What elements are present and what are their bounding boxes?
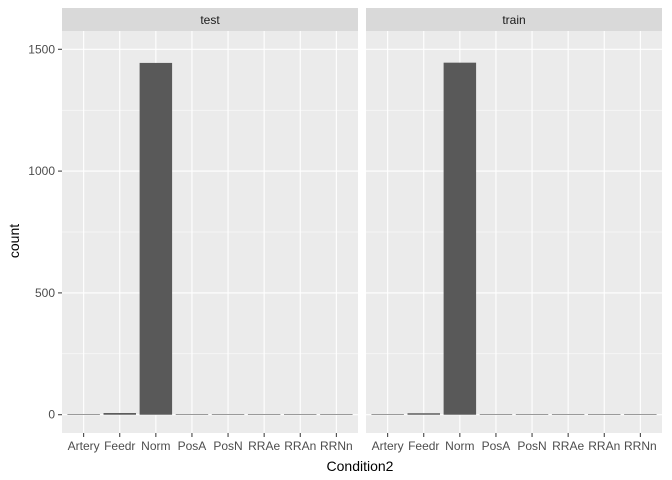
x-axis-title: Condition2 — [327, 458, 394, 474]
x-tick-label-Norm: Norm — [445, 439, 474, 453]
x-tick-label-PosN: PosN — [517, 439, 546, 453]
panel-train: train — [366, 8, 662, 433]
x-axis: Artery Feedr Norm PosA PosN RRAe RRAn RRNn Arter… — [68, 433, 657, 453]
bar-test-RRAe — [247, 414, 281, 415]
y-tick-label-500: 500 — [35, 286, 55, 300]
bar-train-RRAn — [588, 414, 621, 415]
x-tick-label-PosA: PosA — [482, 439, 511, 453]
y-tick-label-1000: 1000 — [28, 164, 55, 178]
bar-train-PosN — [515, 414, 549, 415]
x-tick-label-RRNn: RRNn — [320, 439, 353, 453]
x-tick-label-Artery: Artery — [68, 439, 100, 453]
x-tick-label-RRNn: RRNn — [624, 439, 657, 453]
y-tick-label-1500: 1500 — [28, 42, 55, 56]
bar-test-Artery — [67, 414, 100, 415]
x-tick-label-RRAn: RRAn — [284, 439, 316, 453]
facet-panels: test train — [62, 8, 662, 433]
bar-train-Artery — [371, 414, 404, 415]
y-tick-label-0: 0 — [48, 408, 55, 422]
bar-train-RRNn — [624, 414, 657, 415]
strip-background — [366, 8, 662, 31]
bar-test-PosA — [175, 414, 209, 415]
x-tick-label-Feedr: Feedr — [104, 439, 135, 453]
x-tick-label-PosN: PosN — [213, 439, 242, 453]
x-tick-label-RRAe: RRAe — [248, 439, 280, 453]
bar-train-Feedr — [407, 413, 440, 415]
bar-test-RRNn — [320, 414, 353, 415]
x-tick-label-Feedr: Feedr — [408, 439, 439, 453]
x-tick-label-PosA: PosA — [178, 439, 207, 453]
x-tick-label-RRAn: RRAn — [588, 439, 620, 453]
bar-train-RRAe — [551, 414, 585, 415]
bar-test-PosN — [211, 414, 245, 415]
panel-test: test — [62, 8, 358, 433]
x-tick-label-Norm: Norm — [141, 439, 170, 453]
strip-label-test: test — [200, 13, 220, 27]
bar-train-Norm — [443, 62, 477, 415]
x-tick-label-RRAe: RRAe — [552, 439, 584, 453]
strip-background — [62, 8, 358, 31]
bar-test-RRAn — [284, 414, 317, 415]
bar-test-Feedr — [103, 413, 136, 415]
y-axis: 0 500 1000 1500 — [28, 42, 62, 422]
bar-train-PosA — [479, 414, 513, 415]
x-tick-label-Artery: Artery — [372, 439, 404, 453]
y-axis-title: count — [6, 224, 22, 258]
strip-label-train: train — [502, 13, 525, 27]
bar-test-Norm — [139, 62, 173, 415]
